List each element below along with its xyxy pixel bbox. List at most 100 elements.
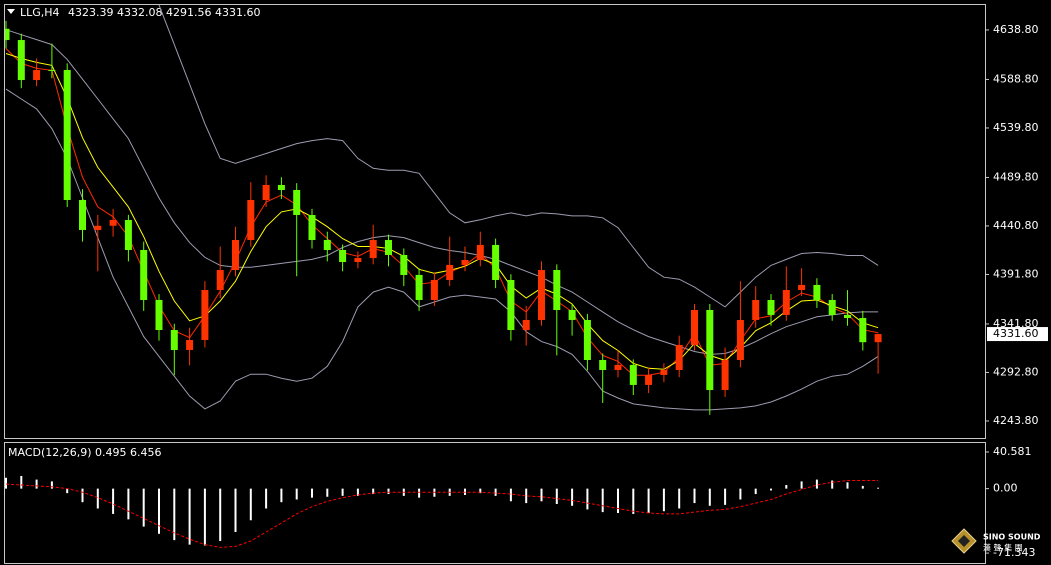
candle-body [691,310,698,345]
y-tick-label: 4341.80 [993,317,1039,330]
candle-body [293,190,301,215]
macd-bar [188,488,191,545]
candle-body [461,260,469,265]
macd-bar [127,488,130,520]
symbol-title: LLG,H4 [20,6,60,19]
macd-bar [662,488,665,512]
logo-icon-inner [958,535,970,547]
candle-body [262,184,270,201]
macd-bar [555,488,558,504]
candle-body [430,280,438,301]
macd-bar [203,488,206,546]
candle-body [828,300,836,315]
macd-bar [96,488,99,509]
macd-bar [678,488,681,509]
candle-body [721,359,729,390]
y-tick-label: 0.00 [993,482,1018,495]
macd-bar [877,487,880,489]
y-tick-label: 4489.80 [993,170,1039,183]
macd-bar [35,479,38,489]
macd-bar [326,488,329,497]
candle-body [155,300,163,330]
candle-body [599,359,607,370]
macd-bar [785,485,788,489]
ohlc-label: 4323.39 4332.08 4291.56 4331.60 [68,6,260,19]
macd-bar [770,488,772,491]
y-tick-label: 4539.80 [993,121,1039,134]
candle-body [94,225,102,231]
macd-bar [280,488,283,503]
candle-body [5,28,10,41]
candle-body [736,319,744,360]
candle-body [48,70,56,72]
macd-bar [831,480,834,489]
macd-bar [5,477,7,489]
macd-bar [372,488,375,495]
overlay-line [5,88,879,411]
macd-bar [494,488,497,496]
candle-body [124,220,132,251]
macd-bar [724,488,727,505]
macd-bar [601,488,604,513]
candle-body [140,250,148,301]
candle-body [553,270,561,311]
macd-bar [708,488,711,506]
macd-bar [418,488,421,498]
candle-body [538,270,545,320]
macd-bar [50,481,53,489]
logo-name: SINO SOUND [983,533,1041,542]
macd-bar [693,488,696,504]
macd-bar [66,488,69,494]
candle-body [369,240,377,259]
candle-body [354,258,362,262]
candle-body [33,70,41,81]
macd-bar [861,485,864,489]
macd-bar [356,488,359,496]
candle-body [109,220,117,226]
candle-body [476,244,484,261]
candle-body [63,70,71,201]
candle-body [385,240,392,255]
macd-bar [249,488,252,521]
macd-bar [586,488,589,510]
overlay-line [5,48,879,376]
macd-bar [173,488,176,541]
macd-bar [112,488,115,514]
macd-bar [800,481,803,489]
candle-body [79,200,86,231]
candle-body [583,319,591,360]
price-panel [4,4,986,439]
candle-body [415,274,423,301]
candle-body [339,250,347,262]
candle-body [844,314,851,319]
candle-body [492,244,500,281]
candle-body [629,364,637,385]
candle-body [752,300,760,320]
candle-body [660,369,668,375]
macd-bar [311,488,313,498]
candle-body [232,240,239,271]
y-tick-label: 4243.80 [993,414,1039,427]
macd-bar [754,488,757,495]
macd-bar [158,488,160,534]
macd-bar [295,488,298,500]
candle-body [522,319,530,330]
y-tick-label: 4391.80 [993,267,1039,280]
macd-bar [219,488,222,542]
candle-body [201,290,209,340]
candle-body [706,310,714,390]
overlay-line [5,29,879,355]
y-tick-label: -71.343 [993,546,1035,559]
macd-bar [509,488,512,502]
candle-body [798,284,806,291]
macd-bar [142,488,145,527]
candle-body [874,334,882,343]
price-tag [987,327,1048,342]
candle-body [568,310,576,320]
candle-body [782,290,790,315]
overlay-line [158,5,879,308]
overlay-line [5,53,879,370]
macd-panel [4,442,986,564]
macd-bar [571,488,574,506]
